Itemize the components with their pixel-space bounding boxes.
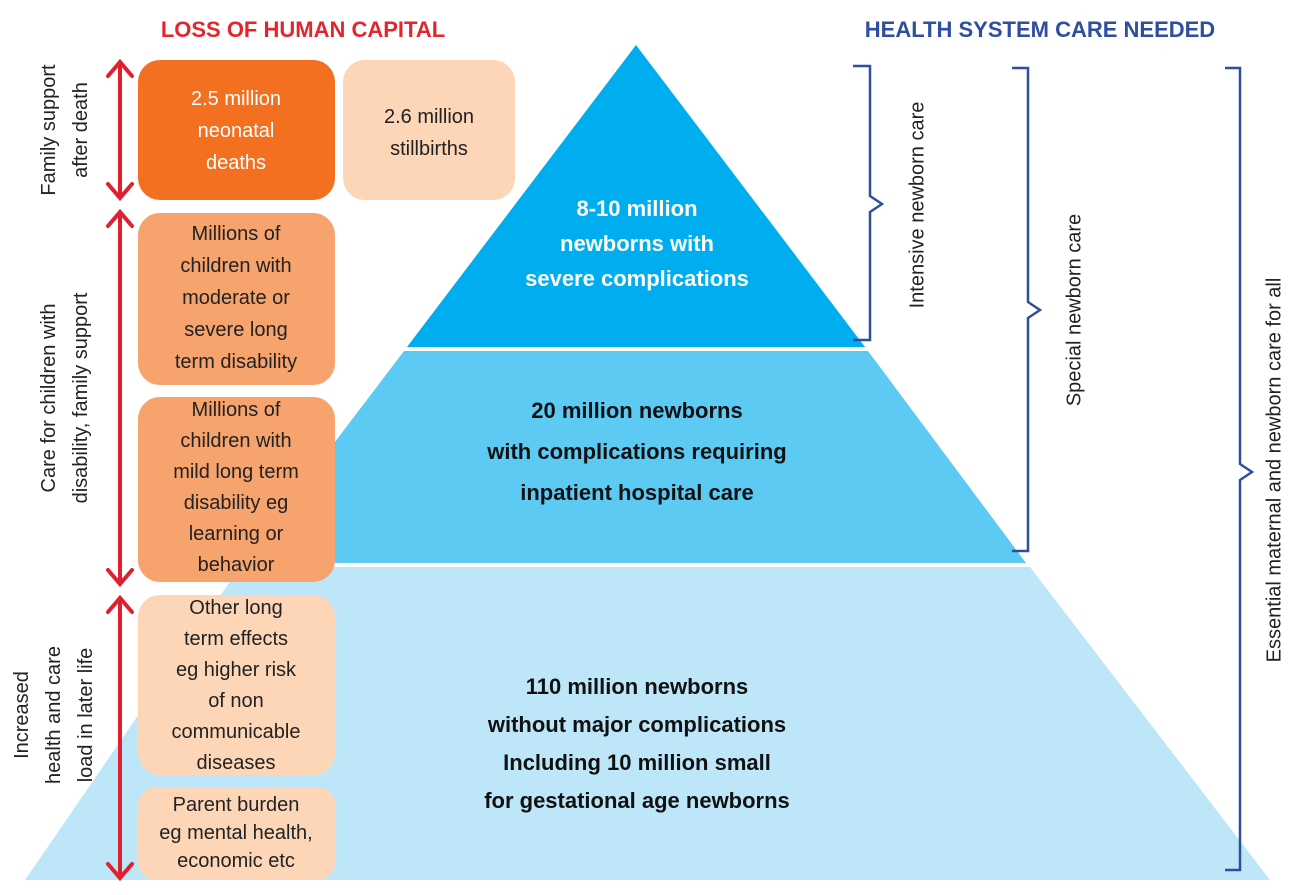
text-line: for gestational age newborns — [484, 788, 790, 813]
pyramid-label: 8-10 million newborns with severe complica… — [525, 196, 749, 291]
text-line: learning or — [189, 523, 284, 545]
text-line: diseases — [197, 752, 276, 774]
text-line: deaths — [206, 152, 266, 174]
outcome-text: Other long term effects eg higher risk of n… — [172, 597, 301, 774]
text-line: without major complications — [487, 712, 786, 737]
arrows — [106, 58, 134, 882]
support-label: Family support after death — [38, 64, 92, 196]
outcome-text: Millions of children with mild long term di… — [173, 399, 299, 576]
text-line: neonatal — [198, 120, 275, 142]
outcome-box — [138, 397, 335, 582]
text-line: Increased — [11, 671, 33, 759]
pyramid-top — [407, 45, 865, 347]
care-label: Special newborn care — [1063, 214, 1085, 406]
text-line: term disability — [175, 351, 297, 373]
text-line: Millions of — [192, 223, 281, 245]
text-line: term effects — [184, 628, 288, 650]
text-line: children with — [180, 255, 291, 277]
care-label: Essential maternal and newborn care for … — [1263, 278, 1285, 663]
text-line: 20 million newborns — [531, 398, 742, 423]
brackets — [853, 64, 1255, 872]
bracket — [1225, 66, 1255, 872]
outcome-box — [138, 213, 335, 385]
support-label: Increased health and care load in later li… — [11, 646, 97, 784]
double-arrow — [106, 208, 134, 588]
text-line: moderate or — [182, 287, 290, 309]
header-right: HEALTH SYSTEM CARE NEEDED — [865, 17, 1215, 42]
text-line: behavior — [198, 554, 275, 576]
header-left: LOSS OF HUMAN CAPITAL — [161, 17, 445, 42]
support-label: Care for children with disability, family… — [38, 292, 92, 503]
text-line: stillbirths — [390, 138, 468, 160]
text-line: disability, family support — [70, 292, 92, 503]
pyramid-bottom — [25, 567, 1270, 880]
outcome-text: Millions of children with moderate or sever… — [175, 223, 297, 373]
text-line: Family support — [38, 64, 60, 196]
outcome-text: Parent burden eg mental health, economic e… — [159, 794, 312, 872]
text-line: eg higher risk — [176, 659, 297, 681]
text-line: communicable — [172, 721, 301, 743]
text-line: disability eg — [184, 492, 289, 514]
text-line: health and care — [43, 646, 65, 784]
text-line: eg mental health, — [159, 822, 312, 844]
outcome-box — [138, 595, 335, 775]
outcome-box — [138, 787, 335, 880]
text-line: children with — [180, 430, 291, 452]
pyramid-middle — [243, 351, 1026, 563]
text-line: load in later life — [75, 648, 97, 783]
outcome-text: 2.6 million stillbirths — [384, 106, 474, 160]
double-arrow — [106, 58, 134, 202]
text-line: 110 million newborns — [526, 674, 749, 699]
bracket — [853, 64, 885, 342]
text-line: 2.6 million — [384, 106, 474, 128]
care-label: Intensive newborn care — [906, 102, 928, 309]
bracket — [1012, 66, 1043, 553]
outcome-text: 2.5 million neonatal deaths — [191, 88, 281, 174]
text-line: economic etc — [177, 850, 295, 872]
text-line: 2.5 million — [191, 88, 281, 110]
text-line: newborns with — [560, 231, 714, 256]
text-line: severe complications — [525, 266, 749, 291]
text-line: 8-10 million — [576, 196, 697, 221]
text-line: Parent burden — [173, 794, 300, 816]
text-line: with complications requiring — [486, 439, 786, 464]
text-line: Millions of — [192, 399, 281, 421]
outcome-box — [343, 60, 515, 200]
text-line: Other long — [189, 597, 282, 619]
text-line: Care for children with — [38, 304, 60, 493]
text-line: Including 10 million small — [503, 750, 771, 775]
text-line: after death — [70, 82, 92, 178]
outcome-box — [138, 60, 335, 200]
double-arrow — [106, 594, 134, 882]
text-line: mild long term — [173, 461, 299, 483]
text-line: inpatient hospital care — [520, 480, 754, 505]
text-line: of non — [208, 690, 264, 712]
pyramid-label: 20 million newborns with complications re… — [486, 398, 786, 505]
pyramid-label: 110 million newborns without major compli… — [484, 674, 790, 813]
text-line: severe long — [184, 319, 287, 341]
